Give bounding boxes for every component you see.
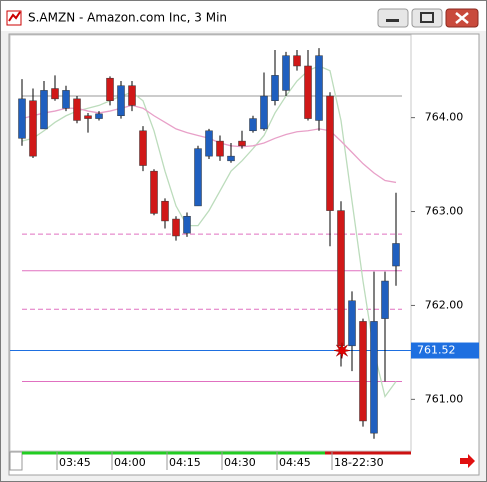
x-tick-label: 04:30 (224, 456, 256, 469)
candle-body (150, 170, 158, 214)
candle-body (29, 100, 37, 157)
app-icon-glyph (8, 11, 21, 22)
candle-body (249, 118, 257, 132)
candle-body (315, 55, 323, 121)
candle-body (95, 113, 103, 119)
x-tick-label: 03:45 (59, 456, 91, 469)
candle-body (84, 115, 92, 119)
corner-box (9, 451, 23, 471)
minimize-glyph (386, 19, 399, 22)
candle-body (117, 85, 125, 117)
moving-average (21, 65, 397, 399)
x-tick-label: 18-22:30 (334, 456, 384, 469)
last-price-label: 761.52 (417, 344, 456, 357)
y-tick-label: 763.00 (425, 205, 464, 218)
plot-area (9, 34, 412, 452)
candle-body (194, 148, 202, 207)
maximize-button[interactable] (411, 8, 443, 28)
candle-body (227, 155, 235, 162)
y-tick-label: 761.00 (425, 392, 464, 405)
trade-marker (333, 342, 351, 359)
candle-body (62, 90, 70, 109)
window-title: S.AMZN - Amazon.com Inc, 3 Min (28, 11, 227, 25)
candle-body (172, 218, 180, 237)
candle-body (381, 280, 389, 319)
close-glyph (455, 12, 469, 24)
candle-body (40, 90, 48, 130)
scroll-arrow[interactable] (460, 454, 475, 468)
candle-body (348, 300, 356, 347)
candle-body (161, 200, 169, 222)
maximize-glyph (420, 12, 434, 23)
y-tick-label: 762.00 (425, 298, 464, 311)
y-tick-label: 764.00 (425, 111, 464, 124)
candle-body (359, 321, 367, 422)
minimize-button[interactable] (377, 8, 409, 28)
candle-body (326, 95, 334, 211)
candle-body (139, 130, 147, 166)
candle-body (106, 77, 114, 101)
candle-body (18, 98, 26, 139)
x-tick-label: 04:45 (279, 456, 311, 469)
candle-body (73, 98, 81, 121)
candle-body (271, 75, 279, 101)
candle-body (392, 243, 400, 267)
x-tick-label: 04:00 (114, 456, 146, 469)
last-price-box (411, 342, 479, 359)
candle-body (238, 140, 246, 147)
candle-body (304, 65, 312, 119)
x-tick-label: 04:15 (169, 456, 201, 469)
candle-body (282, 55, 290, 91)
candle-body (293, 55, 301, 67)
candle-body (216, 140, 224, 157)
candle-body (370, 321, 378, 434)
candle-body (51, 88, 59, 100)
candle-body (337, 210, 345, 347)
candle-body (183, 215, 191, 234)
candle-body (260, 95, 268, 130)
candle-body (128, 85, 136, 106)
candle-body (205, 130, 213, 157)
